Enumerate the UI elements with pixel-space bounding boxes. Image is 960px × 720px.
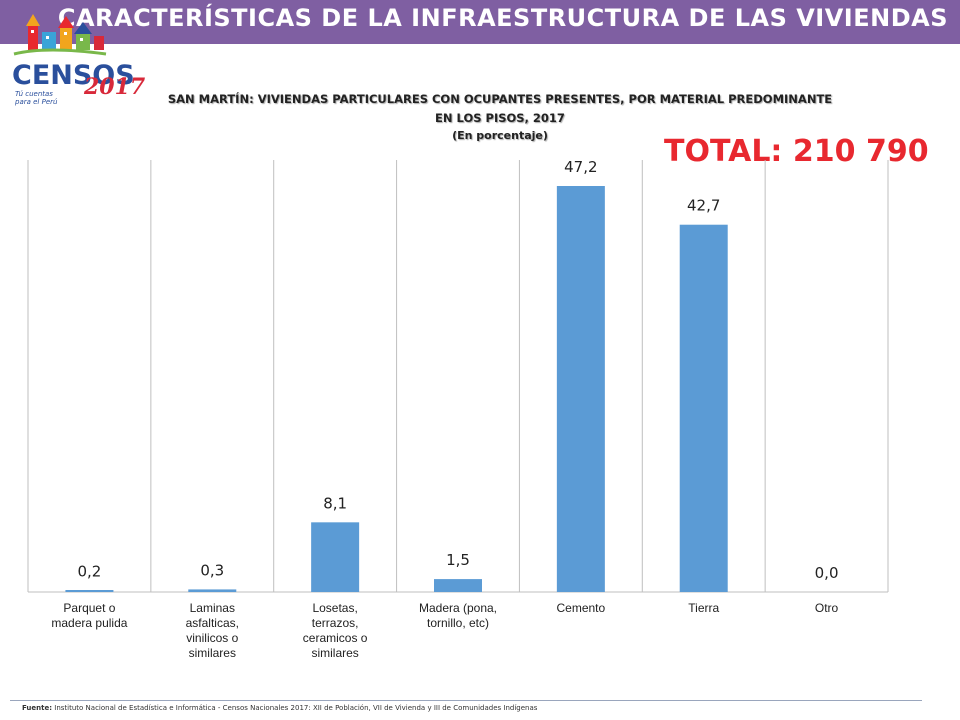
footer-label: Fuente: — [22, 704, 53, 712]
category-label-1: vinilicos o — [186, 631, 238, 645]
chart-title-line-2: EN LOS PISOS, 2017 — [435, 111, 565, 125]
houses-logo-icon — [13, 14, 107, 56]
category-label-0: Parquet o — [63, 601, 115, 615]
chart-title-line-1: SAN MARTÍN: VIVIENDAS PARTICULARES CON O… — [167, 92, 833, 106]
title-banner: CARACTERÍSTICAS DE LA INFRAESTRUCTURA DE… — [0, 0, 960, 44]
data-label-6: 0,0 — [815, 564, 839, 582]
data-label-0: 0,2 — [77, 562, 101, 580]
logo-year: 2017 — [84, 74, 146, 100]
category-label-1: asfalticas, — [186, 616, 239, 630]
source-footer: Fuente: Instituto Nacional de Estadístic… — [22, 704, 537, 712]
category-label-2: Losetas, — [312, 601, 357, 615]
category-label-2: ceramicos o — [303, 631, 368, 645]
data-label-3: 1,5 — [446, 551, 470, 569]
footer-divider — [10, 700, 922, 701]
category-label-5: Tierra — [688, 601, 719, 615]
bar-3 — [434, 579, 482, 592]
category-label-6: Otro — [815, 601, 839, 615]
bar-0 — [65, 590, 114, 592]
category-label-1: similares — [189, 646, 236, 660]
bar-4 — [556, 186, 605, 592]
page-title: CARACTERÍSTICAS DE LA INFRAESTRUCTURA DE… — [57, 4, 948, 32]
data-label-5: 42,7 — [687, 197, 720, 215]
category-label-0: madera pulida — [51, 616, 127, 630]
total-label: TOTAL: 210 790 — [664, 134, 929, 169]
data-label-4: 47,2 — [564, 158, 597, 176]
data-label-1: 0,3 — [200, 561, 224, 579]
category-label-3: tornillo, etc) — [427, 616, 489, 630]
bar-2 — [311, 522, 360, 592]
bar-5 — [679, 224, 728, 592]
chart-title-line-3: (En porcentaje) — [452, 129, 548, 142]
censos-logo: CENSOS 2017 Tú cuentas para el Perú — [6, 6, 145, 106]
logo-word: CENSOS — [12, 60, 135, 91]
category-label-1: Laminas — [190, 601, 235, 615]
logo-tagline: Tú cuentas para el Perú — [15, 90, 58, 106]
category-label-2: terrazos, — [312, 616, 359, 630]
category-label-4: Cemento — [557, 601, 606, 615]
category-label-2: similares — [311, 646, 358, 660]
data-label-2: 8,1 — [323, 494, 347, 512]
category-label-3: Madera (pona, — [419, 601, 497, 615]
bar-1 — [188, 589, 237, 592]
footer-text: Instituto Nacional de Estadística e Info… — [54, 704, 538, 712]
